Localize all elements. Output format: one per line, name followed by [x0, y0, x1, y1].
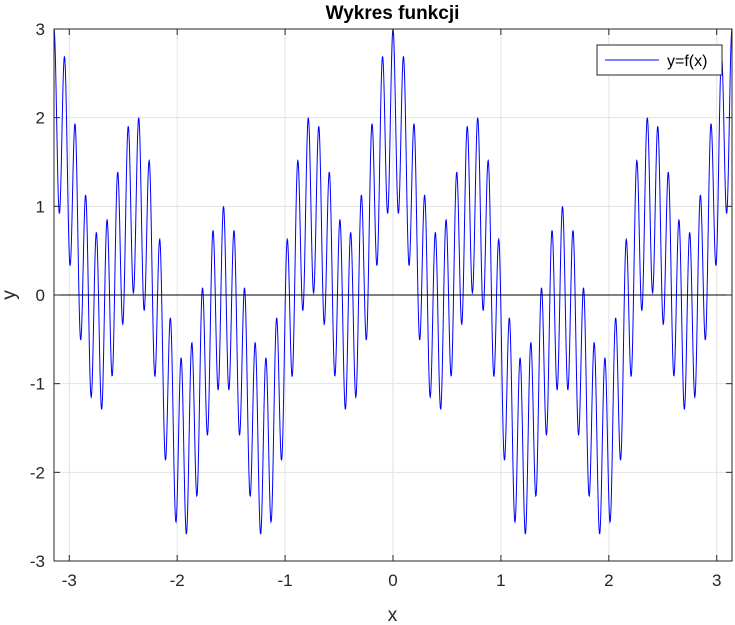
- series-line: [54, 29, 732, 535]
- y-tick-label: -2: [30, 463, 45, 482]
- x-tick-label: 2: [604, 571, 613, 590]
- chart-title: Wykres funkcji: [326, 3, 460, 24]
- x-tick-label: -1: [278, 571, 293, 590]
- y-tick-label: -3: [30, 552, 45, 571]
- x-tick-label: 3: [712, 571, 721, 590]
- y-tick-label: 1: [36, 197, 45, 216]
- x-tick-label: 0: [388, 571, 397, 590]
- x-tick-label: 1: [496, 571, 505, 590]
- y-tick-label: 2: [36, 109, 45, 128]
- x-tick-label: -3: [62, 571, 77, 590]
- y-axis-label: y: [0, 290, 20, 300]
- ticks: -3 -2 -1 0 1 2 3 -3 -2 -1 0 1 2 3: [30, 20, 732, 590]
- legend: y=f(x): [596, 44, 723, 76]
- y-tick-label: 0: [36, 286, 45, 305]
- x-axis-label: x: [388, 605, 398, 625]
- x-tick-label: -2: [170, 571, 185, 590]
- y-tick-label: -1: [30, 375, 45, 394]
- legend-label: y=f(x): [667, 53, 707, 70]
- plot-area: [54, 29, 732, 535]
- y-tick-label: 3: [36, 20, 45, 39]
